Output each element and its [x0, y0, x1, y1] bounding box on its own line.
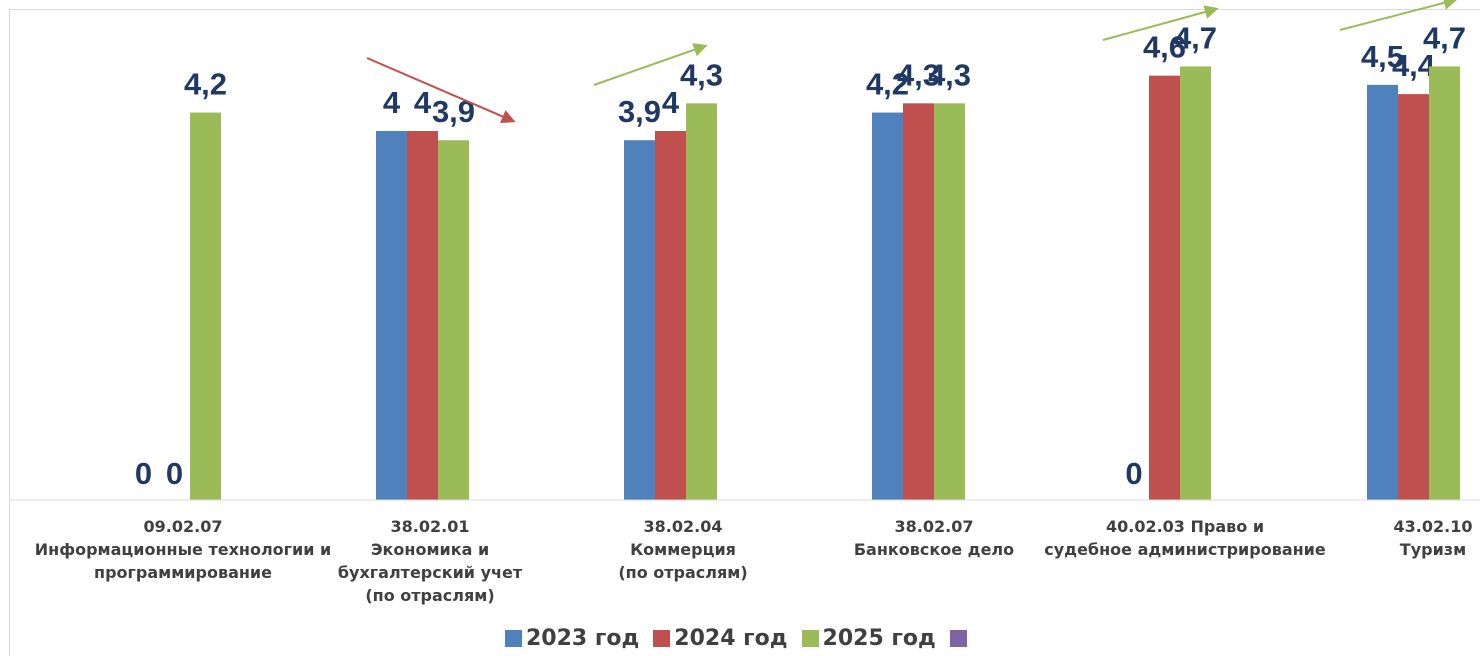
category-label-4-line-2: Банковское дело — [854, 540, 1014, 559]
category-label-6-line-1: 43.02.10 — [1394, 517, 1473, 536]
data-label-2025-group-4: 4,3 — [928, 57, 971, 92]
legend-item-2024: 2024 год — [653, 626, 788, 651]
bar-2024-group-3 — [655, 131, 686, 500]
bar-2024-group-5 — [1149, 75, 1180, 501]
bar-2023-group-6 — [1367, 84, 1398, 500]
category-label-1-line-3: программирование — [94, 563, 272, 582]
bar-2023-group-2 — [376, 131, 407, 500]
data-label-2024-group-1: 0 — [166, 456, 183, 491]
data-label-2023-group-2: 4 — [383, 85, 401, 120]
bar-2023-group-4 — [872, 112, 903, 501]
category-label-5-line-1: 40.02.03 Право и — [1106, 517, 1264, 536]
data-label-2025-group-1: 4,2 — [184, 67, 227, 102]
bar-2025-group-5 — [1180, 66, 1211, 501]
data-label-2025-group-5: 4,7 — [1174, 20, 1217, 55]
data-label-2024-group-3: 4 — [662, 85, 680, 120]
legend: 2023 год 2024 год 2025 год — [505, 626, 985, 651]
legend-swatch-2024 — [653, 630, 671, 647]
legend-item-2025: 2025 год — [801, 626, 936, 651]
data-label-2023-group-5: 0 — [1125, 456, 1142, 491]
category-label-1-line-2: Информационные технологии и — [35, 540, 331, 559]
category-label-5-line-2: судебное администрирование — [1044, 540, 1326, 559]
category-label-6-line-2: Туризм — [1400, 540, 1466, 559]
category-label-3-line-3: (по отраслям) — [618, 563, 747, 582]
data-label-2025-group-6: 4,7 — [1423, 20, 1466, 55]
category-label-3-line-1: 38.02.04 — [644, 517, 723, 536]
legend-label-2025: 2025 год — [822, 626, 936, 651]
bar-2024-group-4 — [903, 103, 934, 500]
trend-arrow-down-group-2 — [366, 57, 516, 123]
legend-item-extra — [949, 630, 971, 647]
chart-frame — [9, 9, 1480, 656]
legend-item-2023: 2023 год — [505, 626, 639, 651]
bar-2025-group-2 — [438, 140, 469, 500]
trend-arrow-up-group-3 — [593, 43, 708, 86]
trend-arrow-up-group-6 — [1339, 0, 1458, 31]
data-label-2023-group-1: 0 — [135, 456, 152, 491]
legend-swatch-2023 — [505, 630, 522, 647]
bar-2025-group-6 — [1429, 66, 1460, 501]
category-label-3-line-2: Коммерция — [630, 540, 736, 559]
legend-label-2023: 2023 год — [526, 626, 640, 651]
bar-2023-group-3 — [624, 140, 655, 500]
bar-2025-group-4 — [934, 103, 965, 500]
category-label-2-line-4: (по отраслям) — [365, 586, 494, 605]
category-label-2-line-2: Экономика и — [371, 540, 489, 559]
data-label-2025-group-3: 4,3 — [680, 57, 723, 92]
category-label-4-line-1: 38.02.07 — [895, 517, 974, 536]
data-label-2024-group-4: 4,3 — [897, 57, 940, 92]
data-label-2024-group-2: 4 — [414, 85, 432, 120]
category-label-1-line-1: 09.02.07 — [144, 517, 223, 536]
bar-2025-group-3 — [686, 103, 717, 500]
category-label-2-line-3: бухгалтерский учет — [338, 563, 523, 582]
legend-label-2024: 2024 год — [674, 626, 788, 651]
category-label-2-line-1: 38.02.01 — [391, 517, 470, 536]
data-label-2023-group-3: 3,9 — [618, 94, 661, 129]
data-label-2023-group-6: 4,5 — [1361, 39, 1404, 74]
legend-swatch-2025 — [801, 630, 819, 647]
legend-swatch-extra — [949, 630, 967, 647]
data-label-2024-group-6: 4,4 — [1392, 48, 1436, 83]
data-label-2023-group-4: 4,2 — [866, 67, 909, 102]
trend-arrow-up-group-5 — [1102, 5, 1219, 41]
data-label-2024-group-5: 4,6 — [1143, 30, 1186, 65]
bar-2024-group-2 — [407, 131, 438, 500]
bar-2024-group-6 — [1398, 94, 1429, 500]
bar-2025-group-1 — [190, 112, 221, 501]
data-label-2025-group-2: 3,9 — [432, 94, 475, 129]
